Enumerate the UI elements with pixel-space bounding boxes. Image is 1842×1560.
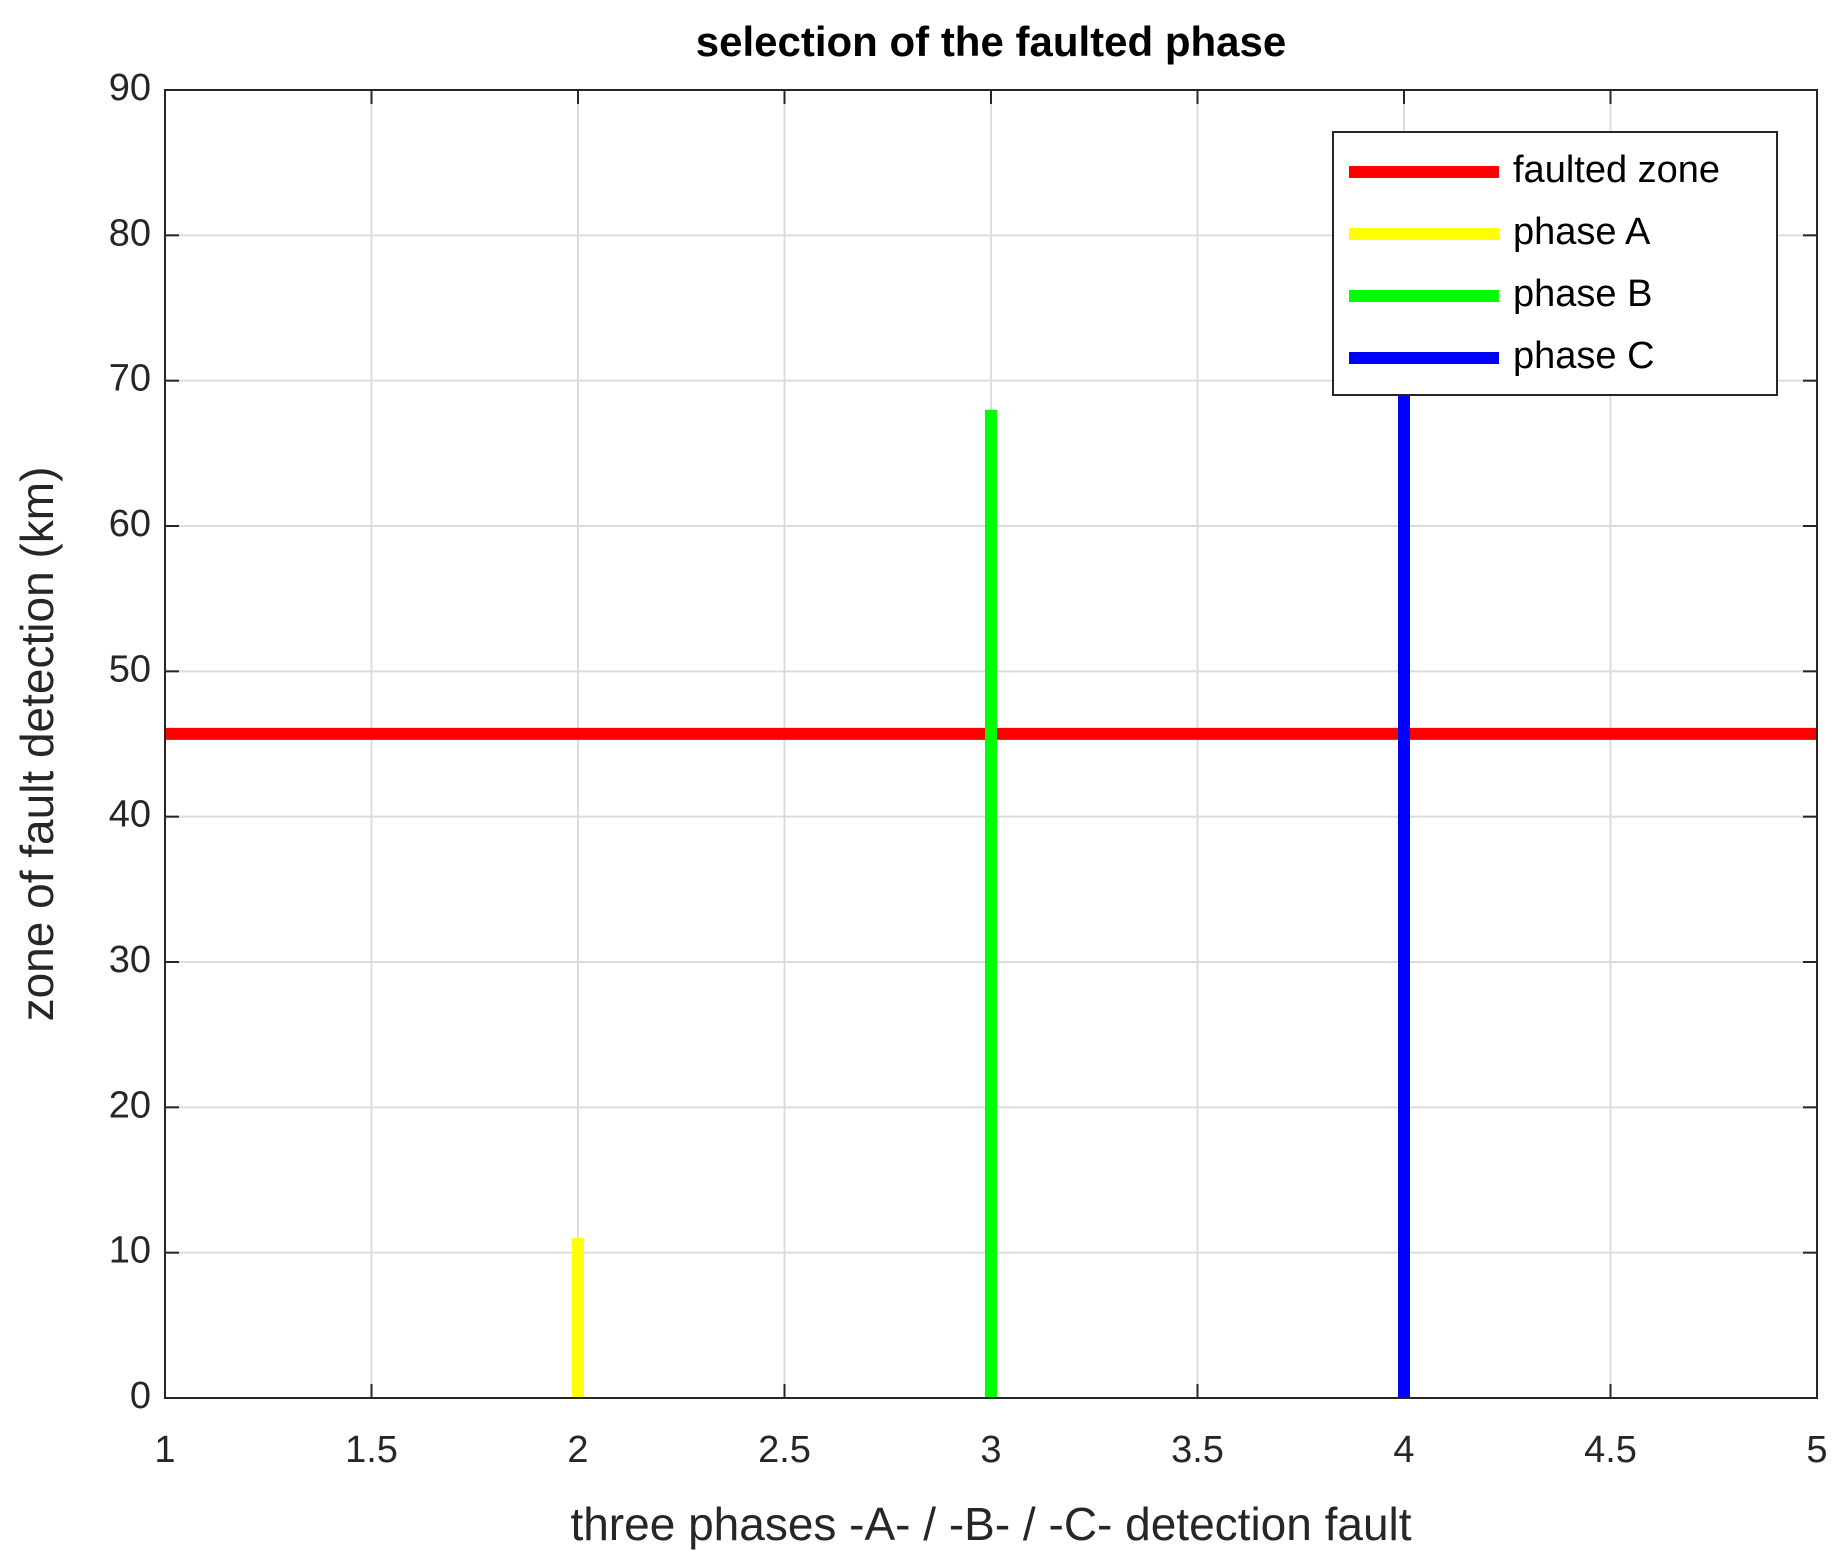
y-tick-label: 20 (109, 1084, 151, 1126)
plot-border (164, 89, 1818, 1399)
x-tick-label: 3.5 (1171, 1429, 1224, 1471)
legend-label: faulted zone (1513, 149, 1720, 191)
y-tick-label: 60 (109, 503, 151, 545)
x-tick-label: 4 (1393, 1429, 1414, 1471)
y-tick-label: 80 (109, 212, 151, 254)
x-tick-label: 3 (980, 1429, 1001, 1471)
y-tick-label: 50 (109, 648, 151, 690)
x-axis-label: three phases -A- / -B- / -C- detection f… (570, 1498, 1411, 1550)
legend-label: phase B (1513, 273, 1652, 315)
x-tick-label: 1.5 (345, 1429, 398, 1471)
chart-title: selection of the faulted phase (696, 18, 1286, 65)
x-tick-label: 2.5 (758, 1429, 811, 1471)
legend-label: phase C (1513, 335, 1655, 377)
y-tick-label: 70 (109, 358, 151, 400)
y-tick-label: 90 (109, 67, 151, 109)
y-axis-label: zone of fault detection (km) (11, 467, 63, 1022)
y-tick-label: 30 (109, 939, 151, 981)
x-tick-label: 2 (567, 1429, 588, 1471)
x-tick-label: 4.5 (1584, 1429, 1637, 1471)
x-tick-label: 5 (1806, 1429, 1827, 1471)
x-tick-label: 1 (154, 1429, 175, 1471)
y-tick-label: 10 (109, 1230, 151, 1272)
y-tick-label: 0 (130, 1375, 151, 1417)
y-tick-label: 40 (109, 794, 151, 836)
legend-label: phase A (1513, 211, 1651, 253)
